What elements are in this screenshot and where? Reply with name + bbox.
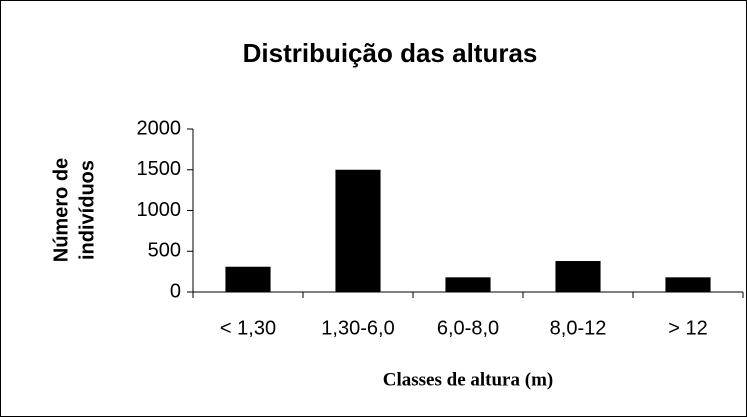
x-tick-label: > 12 <box>668 317 707 339</box>
y-tick-label: 500 <box>148 240 181 262</box>
bar <box>445 277 491 292</box>
y-tick-label: 1000 <box>137 199 182 221</box>
bar <box>225 266 271 292</box>
y-axis-label: Número de <box>50 158 72 262</box>
x-tick-label: 8,0-12 <box>550 317 607 339</box>
x-tick-label: 6,0-8,0 <box>437 317 499 339</box>
bar <box>335 169 381 292</box>
y-axis-label: indivíduos <box>76 160 98 260</box>
x-tick-label: < 1,30 <box>220 317 276 339</box>
bar <box>665 277 711 292</box>
chart-title: Distribuição das alturas <box>243 38 538 68</box>
x-tick-label: 1,30-6,0 <box>321 317 394 339</box>
x-axis-label: Classes de altura (m) <box>383 369 553 390</box>
y-tick-label: 0 <box>170 280 181 302</box>
y-tick-label: 2000 <box>137 117 182 139</box>
bar <box>555 261 601 292</box>
y-tick-label: 1500 <box>137 158 182 180</box>
